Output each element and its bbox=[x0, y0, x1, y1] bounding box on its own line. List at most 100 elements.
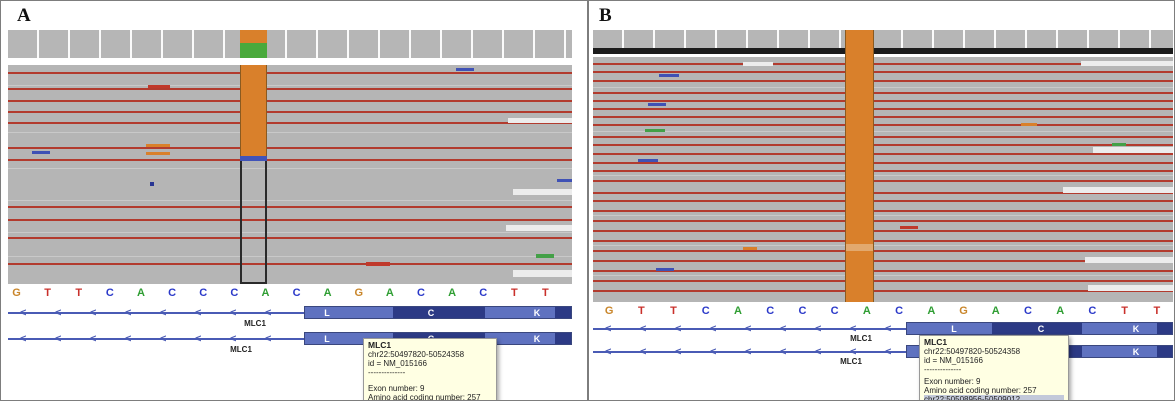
strand-arrow-icon: < bbox=[675, 346, 682, 358]
read-alignment[interactable] bbox=[8, 111, 572, 113]
strand-arrow-icon: < bbox=[20, 307, 27, 319]
coverage-alt-allele bbox=[240, 30, 267, 43]
read-alignment[interactable] bbox=[593, 71, 1173, 73]
variant-column-b[interactable] bbox=[845, 30, 874, 302]
sequence-base: C bbox=[766, 305, 775, 317]
read-alignment[interactable] bbox=[593, 153, 1173, 155]
sequence-base: T bbox=[44, 287, 52, 299]
gene-intron-line[interactable]: < < < < < < < < < bbox=[593, 346, 906, 358]
read-alignment[interactable] bbox=[593, 192, 1173, 194]
read-alignment[interactable] bbox=[593, 162, 1173, 164]
cds-segment bbox=[1157, 346, 1172, 357]
coverage-track-a[interactable] bbox=[8, 30, 572, 58]
read-alignment[interactable] bbox=[593, 210, 1173, 212]
read-gap bbox=[513, 270, 572, 277]
read-alignment[interactable] bbox=[593, 240, 1173, 242]
read-alignment[interactable] bbox=[593, 230, 1173, 232]
amino-acid-label: K bbox=[1132, 324, 1140, 334]
mismatch-mark[interactable] bbox=[900, 226, 918, 229]
read-alignment[interactable] bbox=[593, 100, 1173, 102]
strand-arrow-icon: < bbox=[745, 346, 752, 358]
read-alignment[interactable] bbox=[593, 63, 1173, 65]
read-alignment[interactable] bbox=[8, 159, 572, 161]
mismatch-mark[interactable] bbox=[638, 159, 658, 162]
mismatch-mark[interactable] bbox=[656, 268, 674, 271]
mismatch-mark[interactable] bbox=[557, 179, 572, 182]
read-alignment[interactable] bbox=[593, 124, 1173, 126]
coverage-variant-bar-a[interactable] bbox=[240, 30, 267, 58]
mismatch-mark[interactable] bbox=[659, 74, 679, 77]
row-separator bbox=[593, 215, 1173, 216]
read-alignment[interactable] bbox=[8, 72, 572, 74]
popup-line: id = NM_015166 bbox=[368, 359, 427, 368]
row-separator bbox=[593, 131, 1173, 132]
strand-arrow-icon: < bbox=[90, 333, 97, 345]
strand-arrow-icon: < bbox=[265, 333, 272, 345]
popup-line: Amino acid coding number: 257 bbox=[368, 393, 481, 401]
mismatch-mark[interactable] bbox=[366, 262, 390, 266]
mismatch-mark[interactable] bbox=[743, 247, 757, 250]
mismatch-mark[interactable] bbox=[1112, 143, 1126, 146]
strand-arrow-icon: < bbox=[815, 346, 822, 358]
read-alignment[interactable] bbox=[8, 100, 572, 102]
sequence-base: C bbox=[479, 287, 488, 299]
dense-read-row bbox=[593, 48, 1173, 54]
variant-column-a[interactable] bbox=[240, 65, 267, 156]
read-alignment[interactable] bbox=[593, 92, 1173, 94]
read-alignment[interactable] bbox=[593, 290, 1173, 292]
read-alignment[interactable] bbox=[8, 263, 572, 265]
read-alignment[interactable] bbox=[593, 116, 1173, 118]
mismatch-mark[interactable] bbox=[148, 85, 170, 88]
read-alignment[interactable] bbox=[8, 88, 572, 90]
strand-arrow-icon: < bbox=[20, 333, 27, 345]
strand-arrow-icon: < bbox=[230, 307, 237, 319]
gene-intron-line[interactable]: < < < < < < < < bbox=[8, 333, 304, 345]
strand-arrow-icon: < bbox=[710, 346, 717, 358]
amino-acid-label: C bbox=[427, 308, 435, 318]
mismatch-mark[interactable] bbox=[1021, 123, 1037, 126]
alignment-track-a[interactable] bbox=[8, 65, 572, 284]
mismatch-mark[interactable] bbox=[456, 68, 474, 71]
read-alignment[interactable] bbox=[593, 170, 1173, 172]
panel-b-label: B bbox=[599, 5, 612, 26]
read-alignment[interactable] bbox=[8, 147, 572, 149]
coverage-track-b[interactable] bbox=[593, 30, 1173, 48]
read-alignment[interactable] bbox=[593, 280, 1173, 282]
read-alignment[interactable] bbox=[593, 136, 1173, 138]
read-alignment[interactable] bbox=[593, 270, 1173, 272]
variant-blue-segment-a bbox=[240, 156, 267, 161]
variant-outline-a bbox=[240, 161, 267, 284]
gene-intron-line[interactable]: < < < < < < < < bbox=[8, 307, 304, 319]
amino-acid-label: K bbox=[533, 334, 541, 344]
read-alignment[interactable] bbox=[8, 219, 572, 221]
row-separator bbox=[593, 175, 1173, 176]
gene-intron-line[interactable]: < < < < < < < < < bbox=[593, 323, 906, 335]
mismatch-mark[interactable] bbox=[146, 144, 170, 147]
mismatch-mark[interactable] bbox=[150, 182, 154, 186]
read-alignment[interactable] bbox=[593, 80, 1173, 82]
read-alignment[interactable] bbox=[8, 237, 572, 239]
mismatch-mark[interactable] bbox=[32, 151, 50, 154]
row-separator bbox=[8, 232, 572, 233]
read-alignment[interactable] bbox=[593, 180, 1173, 182]
mismatch-mark[interactable] bbox=[536, 254, 554, 258]
mismatch-mark[interactable] bbox=[645, 129, 665, 132]
read-alignment[interactable] bbox=[593, 108, 1173, 110]
gene-name-label: MLC1 bbox=[230, 345, 252, 354]
read-alignment[interactable] bbox=[593, 250, 1173, 252]
mismatch-mark[interactable] bbox=[146, 152, 170, 155]
sequence-base: A bbox=[1056, 305, 1065, 317]
read-alignment[interactable] bbox=[593, 144, 1173, 146]
read-alignment[interactable] bbox=[593, 200, 1173, 202]
alignment-track-b[interactable] bbox=[593, 57, 1173, 302]
read-alignment[interactable] bbox=[8, 206, 572, 208]
read-alignment[interactable] bbox=[593, 220, 1173, 222]
mismatch-mark[interactable] bbox=[648, 103, 666, 106]
read-gap bbox=[508, 118, 572, 123]
read-alignment[interactable] bbox=[593, 260, 1173, 262]
read-alignment[interactable] bbox=[8, 122, 572, 124]
